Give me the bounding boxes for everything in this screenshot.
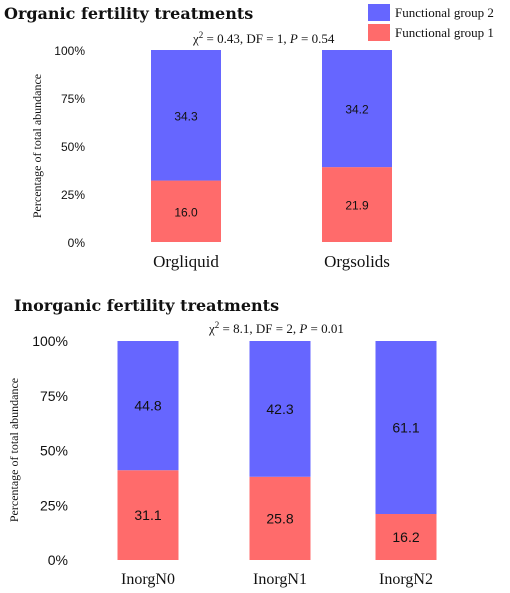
chart2-plot: 0% 25% 50% 75% 100% 31.1 44.8 InorgN0 25.8 42.3 In… [32,333,437,588]
chart2-y-tick-label: 25% [40,497,68,513]
legend: Functional group 2 Functional group 1 [368,4,494,41]
chart1-y-tick-label: 100% [54,44,85,58]
chart1-bar-value-label: 34.2 [345,103,369,117]
legend-swatch-group1 [368,24,390,41]
chart1-bar-value-label: 34.3 [174,109,198,123]
chart2-y-axis-label: Percentage of total abundance [7,378,21,522]
chart2-bar-value-label: 16.2 [392,529,419,545]
legend-label-group2: Functional group 2 [395,5,494,20]
chart2-bar-value-label: 42.3 [266,401,293,417]
chart2-bar-value-label: 31.1 [134,507,161,523]
chart1-title: Organic fertility treatments [4,4,253,23]
chart2-y-tick-label: 75% [40,388,68,404]
chart2-title: Inorganic fertility treatments [14,296,279,315]
chart2-bar-value-label: 25.8 [266,510,293,526]
chart2-category-label: InorgN2 [379,571,433,588]
chart1-y-tick-label: 50% [61,140,85,154]
chart1-bar-value-label: 21.9 [345,199,369,213]
chart1-y-tick-label: 75% [61,92,85,106]
chart1-y-tick-label: 0% [68,236,86,250]
chart1-stat-annotation: χ2 = 0.43, DF = 1, P = 0.54 [192,30,335,46]
chart1-bar-group1 [322,167,392,242]
chart2-y-tick-label: 50% [40,443,68,459]
chart1-bar-group2 [322,50,392,168]
chart2-bar-group1 [117,470,179,560]
chart2-y-tick-label: 100% [32,333,68,349]
chart2-y-tick-label: 0% [48,552,68,568]
chart1-y-tick-label: 25% [61,188,85,202]
chart1-plot: 0% 25% 50% 75% 100% 16.0 34.3 Orgliquid 21.9 34.2… [54,44,392,271]
chart2-bar-group2 [117,341,179,471]
chart2-category-label: InorgN0 [121,571,175,588]
chart1-y-axis-label: Percentage of total abundance [30,74,44,218]
chart1-bar-value-label: 16.0 [174,205,198,219]
chart2-bar-group2 [375,341,437,515]
chart1-category-label: Orgsolids [324,252,390,271]
chart2-bar-group1 [249,476,311,560]
chart2-category-label: InorgN1 [253,571,307,588]
chart1-bar-group1 [151,180,221,242]
chart2-bar-group2 [249,341,311,477]
chart2-bar-value-label: 61.1 [392,420,419,436]
chart2-stat-annotation: χ2 = 8.1, DF = 2, P = 0.01 [208,320,344,336]
chart1-category-label: Orgliquid [153,252,219,271]
legend-swatch-group2 [368,4,390,21]
chart2-bar-value-label: 44.8 [134,398,161,414]
chart2-bar-group1 [375,514,437,560]
legend-label-group1: Functional group 1 [395,25,494,40]
chart1-bar-group2 [151,50,221,181]
